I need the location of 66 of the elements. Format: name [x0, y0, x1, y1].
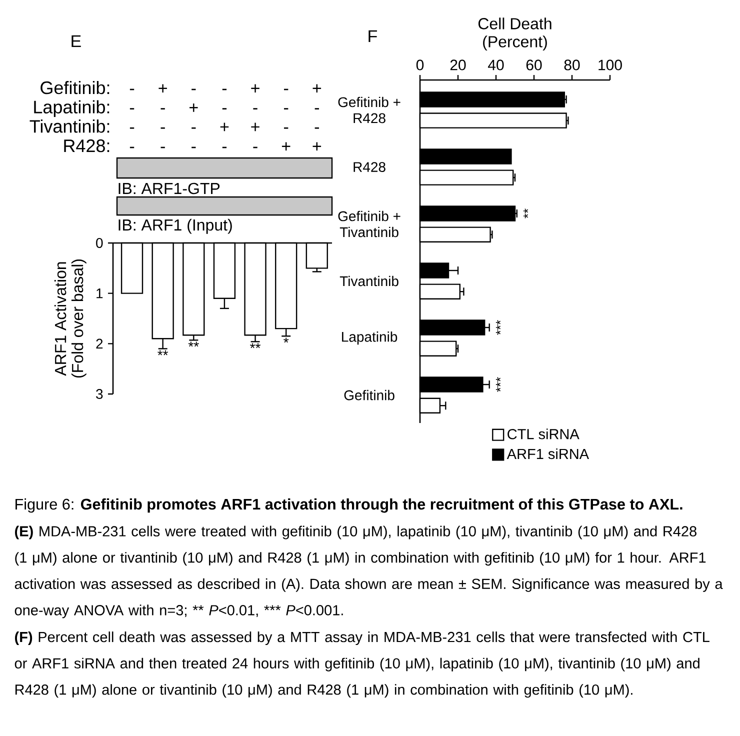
text: Figure 6: Gefitinib promotes ARF1 activation through the recruitment of this GTPase to AXL. — [16, 498, 682, 513]
y-tick-label: 0 — [96, 238, 103, 248]
x-tick-label: 0 — [416, 60, 424, 70]
text: - — [222, 146, 227, 148]
y-tick-label: Tivantinib — [340, 276, 398, 286]
text: - — [130, 127, 134, 129]
text: - — [314, 108, 319, 110]
text: + — [190, 103, 198, 112]
text: IB: ARF1 (Input) — [118, 218, 232, 234]
data-label: ** — [523, 208, 528, 218]
text: - — [160, 146, 165, 148]
x-tick-label: 100 — [598, 60, 622, 70]
text: - — [253, 146, 258, 148]
text: - — [222, 88, 227, 90]
text: + — [158, 84, 167, 93]
data-label: ** — [158, 350, 168, 356]
text: Tivantinib: — [30, 120, 110, 133]
data-label: *** — [496, 320, 500, 335]
text: Lapatinib: — [34, 100, 110, 118]
text: - — [160, 108, 165, 110]
text: - — [222, 108, 227, 110]
x-tick-label: 60 — [526, 60, 542, 70]
data-label: ** — [250, 343, 260, 348]
text: - — [314, 127, 319, 129]
y-axis-title: ARF1 Activation (Fold over basal) — [54, 260, 86, 378]
text: - — [284, 127, 288, 129]
y-tick-label: Gefitinib + Tivantinib — [338, 210, 400, 238]
text: + — [220, 122, 229, 132]
legend-label: CTL siRNA — [508, 428, 580, 440]
text: E — [72, 35, 81, 47]
text: F — [368, 30, 377, 42]
y-tick-label: 2 — [96, 338, 103, 349]
text: - — [160, 127, 165, 129]
text: + — [251, 122, 260, 132]
text: - — [192, 146, 196, 148]
text: - — [130, 146, 134, 148]
text: - — [192, 127, 196, 129]
text: - — [284, 108, 288, 110]
y-tick-label: Gefitinib — [344, 390, 394, 400]
text: (F) Percent cell death was assessed by a MTT assay in MDA-MB-231 cells that were transfected with CTL or ARF1 siRNA and then treated 24 hours with gefitinib (10 μM), lapatinib (10 μM), tivantinib (10 μM) and R428 (1 μM) alone or tivantinib (10 μM) and R428 (1 μM) in combination with gefitinib (10 μM). — [14, 632, 710, 698]
text: + — [251, 84, 260, 93]
data-label: * — [284, 338, 289, 343]
text: - — [130, 88, 134, 90]
text: - — [192, 88, 196, 90]
text: + — [312, 84, 322, 93]
x-tick-label: 20 — [450, 60, 466, 70]
y-tick-label: Gefitinib + R428 — [338, 96, 400, 124]
text: R428: — [64, 139, 110, 152]
text: IB: ARF1-GTP — [118, 182, 220, 194]
text: - — [130, 108, 134, 110]
text: - — [253, 108, 258, 110]
x-tick-label: 80 — [564, 60, 580, 70]
legend-label: ARF1 siRNA — [506, 448, 590, 460]
data-label: *** — [496, 377, 500, 392]
x-tick-label: 40 — [488, 60, 504, 70]
text: - — [284, 88, 288, 90]
text: (E) MDA-MB-231 cells were treated with gefitinib (10 μM), lapatinib (10 μM), tivantinib (10 μM) and R428 (1 μM) alone or tivantinib (10 μM) and R428 (1 μM) in combination with gefitinib (10 μM) for 1 hour. ARF1 activation was assessed as described in (A). Data shown are mean ± SEM. Significance was measured by a one-way ANOVA with n=3; ** P<0.01, *** P<0.001. — [14, 526, 723, 618]
y-tick-label: 3 — [96, 389, 103, 399]
y-tick-label: Lapatinib — [342, 332, 398, 345]
text: Gefitinib: — [40, 80, 110, 94]
x-axis-title: Cell Death (Percent) — [478, 18, 552, 51]
y-tick-label: 1 — [96, 288, 103, 298]
text: + — [282, 142, 290, 151]
y-tick-label: R428 — [354, 162, 386, 172]
text: + — [312, 142, 322, 151]
data-label: ** — [188, 342, 199, 347]
